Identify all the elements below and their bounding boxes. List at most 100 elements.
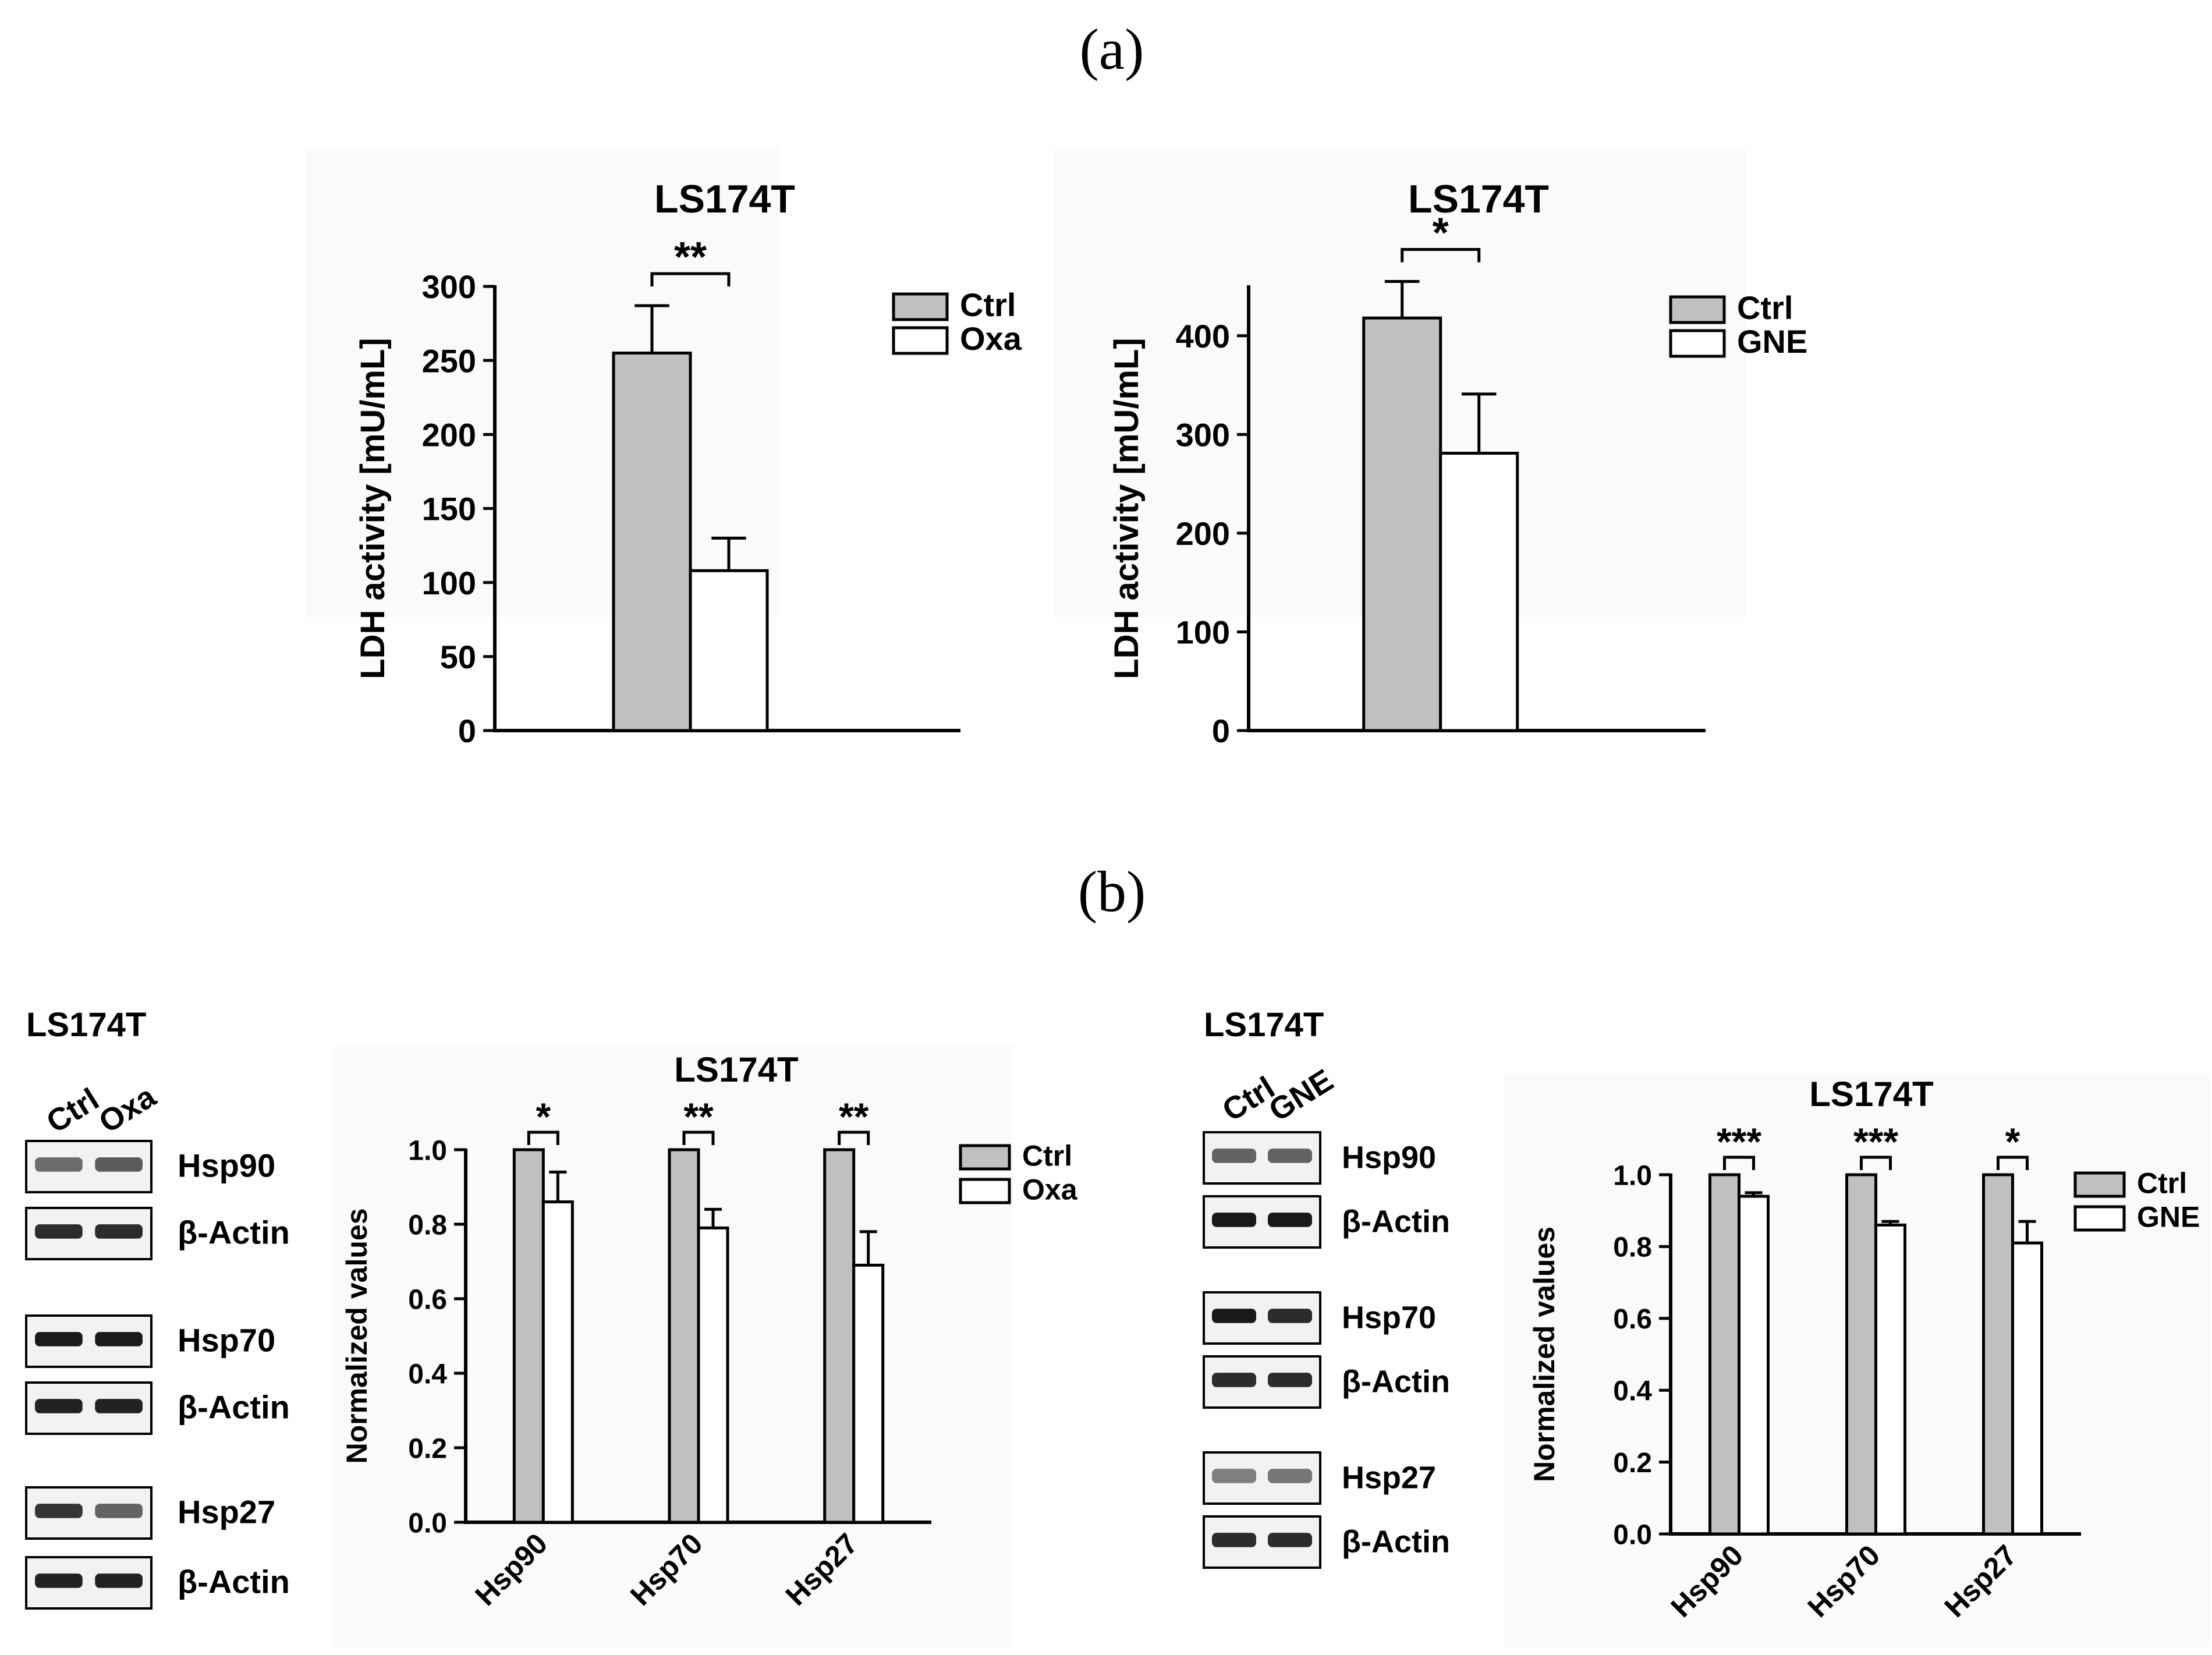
- legend-label-gne: GNE: [1737, 323, 1807, 360]
- blot-row-label: Hsp90: [1342, 1140, 1436, 1175]
- panel-label-a: (a): [1080, 17, 1144, 81]
- blot-band: [1268, 1213, 1312, 1227]
- blot-band: [1268, 1533, 1312, 1547]
- bar-gne: [1439, 452, 1519, 732]
- blot-band: [95, 1504, 143, 1518]
- y-tick-label: 400: [1176, 318, 1230, 355]
- significance-bracket: [527, 1130, 559, 1145]
- chart-title: LS174T: [1408, 177, 1549, 221]
- significance-label: **: [839, 1095, 869, 1138]
- blot-band: [35, 1157, 83, 1172]
- bar-oxa: [697, 1226, 729, 1524]
- y-tick-label: 0.4: [408, 1359, 447, 1390]
- y-tick-label: 250: [422, 342, 476, 379]
- blot-row-label: β-Actin: [178, 1389, 290, 1426]
- chart-panel-background: [306, 148, 780, 617]
- y-axis-label: LDH activity [mU/mL]: [1108, 338, 1146, 679]
- y-tick-label: 1.0: [1613, 1160, 1652, 1191]
- significance-bracket: [838, 1130, 870, 1145]
- bar-ctrl: [1362, 316, 1442, 732]
- legend-swatch-ctrl: [2073, 1171, 2126, 1198]
- blot-row-label: Hsp90: [178, 1147, 275, 1184]
- bar-ctrl: [1708, 1173, 1740, 1536]
- legend-label-ctrl: Ctrl: [1022, 1139, 1072, 1172]
- blot-band: [95, 1332, 143, 1346]
- significance-label: *: [1433, 210, 1449, 257]
- blot-title: LS174T: [1204, 1006, 1324, 1044]
- blot-row-label: β-Actin: [178, 1214, 290, 1251]
- significance-label: *: [2005, 1120, 2020, 1163]
- y-tick-label: 0.4: [1613, 1376, 1652, 1406]
- blot-row-label: Hsp70: [1342, 1300, 1436, 1335]
- western-blot-2: LS174TCtrlGNEHsp90β-ActinHsp70β-ActinHsp…: [1203, 1006, 1450, 1569]
- y-tick-label: 0.6: [408, 1284, 447, 1315]
- significance-label: ***: [1853, 1120, 1898, 1163]
- blot-band: [1212, 1309, 1256, 1323]
- blot-band: [35, 1504, 83, 1518]
- y-tick-label: 100: [1176, 614, 1230, 651]
- blot-band: [95, 1399, 143, 1413]
- y-tick-label: 0.8: [408, 1210, 447, 1241]
- blot-band: [35, 1399, 83, 1413]
- bar-oxa: [852, 1263, 885, 1524]
- y-axis-label: Normalized values: [341, 1208, 373, 1463]
- bar-gne: [1738, 1195, 1770, 1536]
- bar-gne: [1874, 1223, 1906, 1536]
- blot-band: [35, 1224, 83, 1239]
- y-axis-label: Normalized values: [1528, 1227, 1561, 1482]
- legend-label-gne: GNE: [2137, 1200, 2200, 1233]
- legend-swatch-gne: [1669, 329, 1726, 358]
- y-tick-label: 300: [1176, 416, 1230, 453]
- blot-row-label: Hsp70: [178, 1322, 275, 1359]
- y-tick-label: 150: [422, 491, 476, 527]
- legend-label-oxa: Oxa: [1022, 1173, 1078, 1206]
- blot-band: [1212, 1533, 1256, 1547]
- bar-oxa: [689, 569, 769, 732]
- legend-label-oxa: Oxa: [960, 320, 1022, 357]
- y-tick-label: 0.2: [408, 1433, 447, 1464]
- blot-band: [35, 1574, 83, 1588]
- chart-1: LS174T 0 50 100 150 200 250 300 LDH activity [mU…: [306, 148, 1022, 749]
- significance-label: **: [683, 1095, 714, 1138]
- bar-ctrl: [1982, 1173, 2014, 1536]
- significance-bracket: [682, 1130, 715, 1145]
- legend-swatch-oxa: [892, 326, 949, 355]
- bar-oxa: [541, 1200, 574, 1524]
- blot-title: LS174T: [26, 1006, 146, 1044]
- significance-bracket: [1401, 248, 1481, 263]
- y-tick-label: 200: [1176, 515, 1230, 552]
- blot-row-label: Hsp27: [1342, 1461, 1436, 1495]
- blot-band: [1268, 1309, 1312, 1323]
- chart-layer: LS174T 0 50 100 150 200 250 300 LDH activity [mU…: [306, 148, 2209, 1647]
- blot-band: [1212, 1469, 1256, 1483]
- legend-swatch-gne: [2073, 1205, 2126, 1232]
- blot-band: [95, 1157, 143, 1172]
- y-axis-label: LDH activity [mU/mL]: [354, 338, 392, 679]
- blot-row-label: β-Actin: [1342, 1365, 1450, 1399]
- blot-row-label: Hsp27: [178, 1494, 275, 1530]
- y-tick-label: 1.0: [408, 1135, 447, 1166]
- bar-ctrl: [612, 351, 692, 732]
- blot-band: [1212, 1149, 1256, 1163]
- chart-2: LS174T 0 100 200 300 400 LDH activity [mU/mL] *…: [1054, 148, 1807, 749]
- panel-label-b: (b): [1078, 859, 1146, 924]
- legend-label-ctrl: Ctrl: [2137, 1167, 2187, 1199]
- legend-swatch-ctrl: [959, 1144, 1011, 1171]
- blot-row-label: β-Actin: [1342, 1525, 1450, 1560]
- significance-bracket: [1860, 1156, 1892, 1170]
- bar-ctrl: [668, 1148, 700, 1524]
- bar-ctrl: [512, 1148, 545, 1524]
- blot-band: [95, 1224, 143, 1239]
- significance-bracket: [1997, 1156, 2029, 1170]
- chart-title: LS174T: [674, 1050, 798, 1089]
- blot-band: [1268, 1373, 1312, 1387]
- y-tick-label: 0: [1212, 713, 1230, 749]
- significance-bracket: [1723, 1156, 1755, 1170]
- y-tick-label: 50: [440, 639, 476, 675]
- blot-band: [1212, 1213, 1256, 1227]
- significance-bracket: [650, 272, 731, 287]
- legend-swatch-oxa: [959, 1178, 1011, 1204]
- blot-band: [1268, 1469, 1312, 1483]
